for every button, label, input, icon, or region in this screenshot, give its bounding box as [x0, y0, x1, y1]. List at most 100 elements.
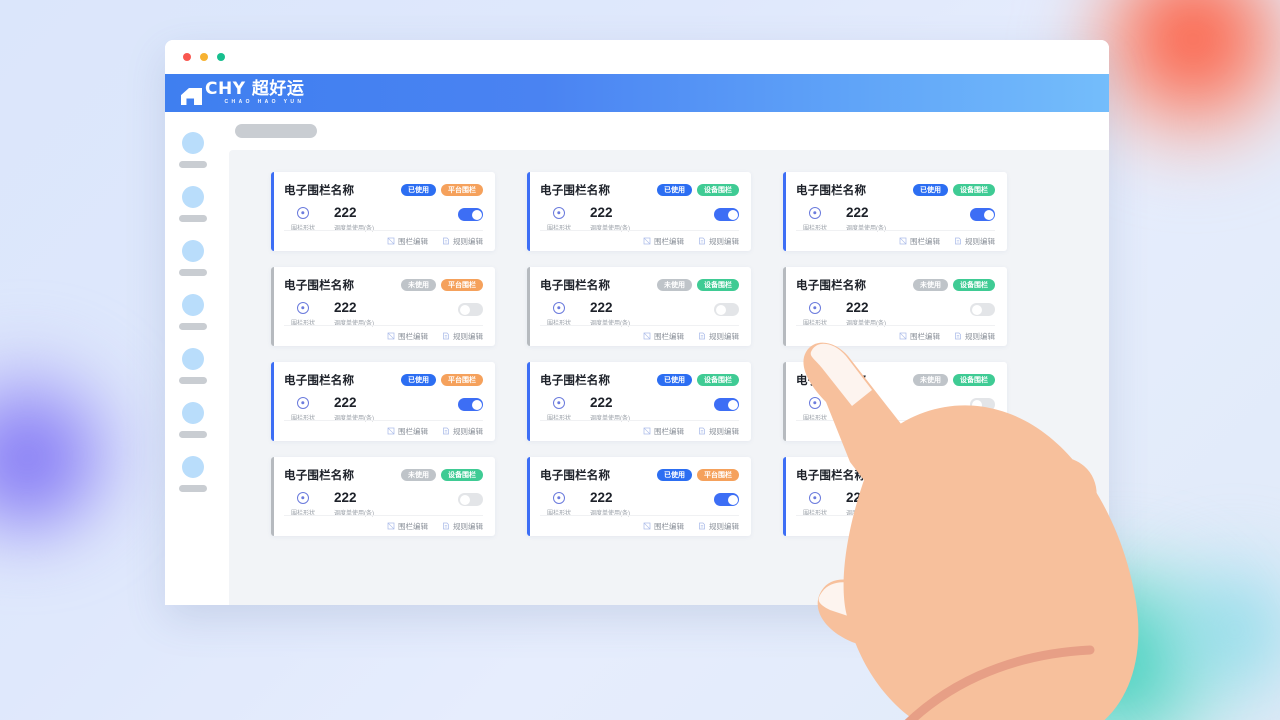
status-badge: 已使用 [657, 184, 692, 196]
rule-edit-link[interactable]: 规则编辑 [698, 426, 739, 437]
dispatch-count-value: 222 [846, 205, 869, 220]
rule-edit-link[interactable]: 规则编辑 [954, 521, 995, 532]
fence-edit-link[interactable]: 围栏编辑 [643, 331, 684, 342]
rule-edit-label: 规则编辑 [453, 426, 483, 436]
sidebar-item-4[interactable] [165, 294, 221, 330]
fence-card[interactable]: 电子围栏名称 已使用 设备围栏 围栏形状 222 调度单使用(条) [527, 362, 751, 441]
sidebar-item-2[interactable] [165, 186, 221, 222]
rule-edit-link[interactable]: 规则编辑 [698, 521, 739, 532]
sidebar-item-1[interactable] [165, 132, 221, 168]
sidebar-item-6[interactable] [165, 402, 221, 438]
fence-edit-label: 围栏编辑 [910, 331, 940, 341]
fence-enable-toggle[interactable] [714, 398, 739, 411]
fence-enable-toggle[interactable] [458, 303, 483, 316]
circle-shape-icon [297, 492, 309, 504]
fence-enable-toggle[interactable] [970, 398, 995, 411]
fence-card[interactable]: 电子围栏名称 已使用 设备围栏 围栏形状 222 调度单使用(条) [527, 172, 751, 251]
rule-edit-link[interactable]: 规则编辑 [442, 236, 483, 247]
fence-edit-link[interactable]: 围栏编辑 [899, 331, 940, 342]
brand-name: CHY 超好运 [205, 79, 305, 99]
toggle-knob [471, 399, 482, 410]
maximize-button[interactable] [217, 53, 225, 61]
fence-card-footer: 围栏编辑 规则编辑 [284, 420, 483, 441]
sidebar-item-3[interactable] [165, 240, 221, 276]
fence-edit-link[interactable]: 围栏编辑 [643, 236, 684, 247]
circle-shape-icon [809, 397, 821, 409]
breadcrumb[interactable] [235, 124, 317, 138]
fence-edit-link[interactable]: 围栏编辑 [899, 236, 940, 247]
fence-shape-label: 围栏形状 [546, 321, 571, 327]
fence-edit-label: 围栏编辑 [654, 426, 684, 436]
sidebar-item-label [179, 431, 207, 438]
dispatch-count-stat: 222 调度单使用(条) [334, 490, 374, 517]
fence-edit-link[interactable]: 围栏编辑 [387, 331, 428, 342]
fence-enable-toggle[interactable] [714, 303, 739, 316]
rule-edit-link[interactable]: 规则编辑 [442, 331, 483, 342]
dispatch-count-stat: 222 调度单使用(条) [334, 395, 374, 422]
fence-shape-label: 围栏形状 [290, 321, 315, 327]
toggle-knob [727, 494, 738, 505]
fence-enable-toggle[interactable] [714, 208, 739, 221]
fence-enable-toggle[interactable] [714, 493, 739, 506]
close-button[interactable] [183, 53, 191, 61]
fence-enable-toggle[interactable] [970, 303, 995, 316]
fence-card[interactable]: 电子围栏名称 未使用 设备围栏 围栏形状 222 调度单使用(条) [271, 457, 495, 536]
type-badge: 设备围栏 [953, 469, 995, 481]
fence-card-title: 电子围栏名称 [284, 470, 355, 482]
fence-edit-link[interactable]: 围栏编辑 [643, 521, 684, 532]
fence-edit-link[interactable]: 围栏编辑 [899, 521, 940, 532]
fence-enable-toggle[interactable] [458, 208, 483, 221]
rule-edit-link[interactable]: 规则编辑 [954, 236, 995, 247]
circle-shape-icon [297, 302, 309, 314]
fence-card[interactable]: 电子围栏名称 已使用 平台围栏 围栏形状 222 调度单使用(条) [271, 172, 495, 251]
rule-edit-label: 规则编辑 [965, 236, 995, 246]
toggle-knob [459, 494, 470, 505]
sidebar-item-7[interactable] [165, 456, 221, 492]
fence-enable-toggle[interactable] [970, 208, 995, 221]
fence-card-badges: 已使用 平台围栏 [401, 374, 483, 386]
rule-edit-link[interactable]: 规则编辑 [698, 331, 739, 342]
polygon-icon [387, 332, 395, 340]
sidebar-item-label [179, 323, 207, 330]
fence-enable-toggle[interactable] [458, 398, 483, 411]
sidebar-item-5[interactable] [165, 348, 221, 384]
minimize-button[interactable] [200, 53, 208, 61]
fence-card[interactable]: 电子围栏名称 未使用 设备围栏 围栏形状 222 调度单使用(条) [783, 362, 1007, 441]
dispatch-count-stat: 222 调度单使用(条) [334, 205, 374, 232]
fence-card[interactable]: 电子围栏名称 未使用 平台围栏 围栏形状 222 调度单使用(条) [271, 267, 495, 346]
status-badge: 已使用 [401, 184, 436, 196]
fence-enable-toggle[interactable] [458, 493, 483, 506]
dispatch-count-value: 222 [590, 300, 613, 315]
fence-card[interactable]: 电子围栏名称 已使用 设备围栏 围栏形状 222 调度单使用(条) [783, 172, 1007, 251]
fence-card[interactable]: 电子围栏名称 已使用 设备围栏 围栏形状 222 调度单使用(条) [783, 457, 1007, 536]
sidebar-nav [165, 112, 221, 605]
fence-card-title: 电子围栏名称 [796, 375, 867, 387]
rule-edit-link[interactable]: 规则编辑 [954, 426, 995, 437]
rule-edit-link[interactable]: 规则编辑 [442, 521, 483, 532]
fence-card[interactable]: 电子围栏名称 已使用 平台围栏 围栏形状 222 调度单使用(条) [271, 362, 495, 441]
fence-shape-stat: 围栏形状 [796, 301, 834, 327]
status-badge: 未使用 [657, 279, 692, 291]
fence-edit-link[interactable]: 围栏编辑 [899, 426, 940, 437]
fence-edit-link[interactable]: 围栏编辑 [643, 426, 684, 437]
circle-shape-icon [809, 492, 821, 504]
fence-card[interactable]: 电子围栏名称 未使用 设备围栏 围栏形状 222 调度单使用(条) [527, 267, 751, 346]
rule-edit-link[interactable]: 规则编辑 [442, 426, 483, 437]
app-logo[interactable]: CHY 超好运 CHAO HAO YUN [181, 81, 304, 105]
fence-shape-label: 围栏形状 [290, 416, 315, 422]
toggle-knob [983, 209, 994, 220]
toggle-knob [471, 209, 482, 220]
rule-edit-link[interactable]: 规则编辑 [954, 331, 995, 342]
fence-edit-link[interactable]: 围栏编辑 [387, 426, 428, 437]
fence-shape-stat: 围栏形状 [284, 491, 322, 517]
fence-edit-link[interactable]: 围栏编辑 [387, 521, 428, 532]
breadcrumb-bar [221, 112, 1109, 150]
fence-card[interactable]: 电子围栏名称 已使用 平台围栏 围栏形状 222 调度单使用(条) [527, 457, 751, 536]
browser-window: CHY 超好运 CHAO HAO YUN 电子围栏名称 已使用 平台围栏 围栏形… [165, 40, 1109, 605]
fence-card[interactable]: 电子围栏名称 未使用 设备围栏 围栏形状 222 调度单使用(条) [783, 267, 1007, 346]
rule-edit-link[interactable]: 规则编辑 [698, 236, 739, 247]
circle-shape-icon [297, 397, 309, 409]
fence-edit-link[interactable]: 围栏编辑 [387, 236, 428, 247]
fence-enable-toggle[interactable] [970, 493, 995, 506]
toggle-knob [727, 399, 738, 410]
